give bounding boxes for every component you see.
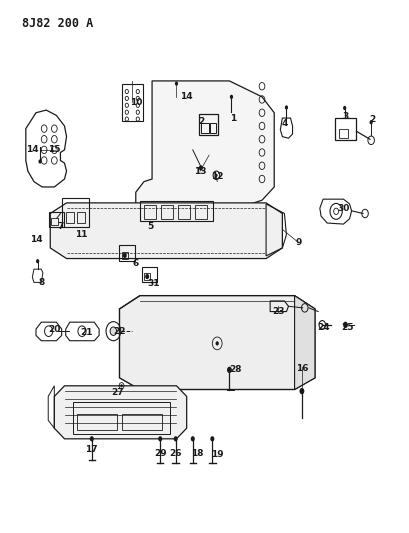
Text: 15: 15 <box>48 146 61 155</box>
Circle shape <box>110 327 116 335</box>
Circle shape <box>342 321 347 328</box>
Text: 13: 13 <box>193 166 206 175</box>
Text: 11: 11 <box>74 230 87 239</box>
Circle shape <box>190 436 194 441</box>
Circle shape <box>299 388 303 394</box>
Bar <box>72 402 170 433</box>
Text: 6: 6 <box>133 260 139 268</box>
Bar <box>142 266 157 282</box>
Text: 8J82 200 A: 8J82 200 A <box>22 17 93 30</box>
Text: 9: 9 <box>295 238 301 247</box>
Polygon shape <box>50 203 282 259</box>
Text: 8: 8 <box>39 278 45 287</box>
Text: 29: 29 <box>153 449 166 458</box>
Text: 10: 10 <box>129 98 142 107</box>
Text: 14: 14 <box>25 146 38 155</box>
Bar <box>195 205 207 219</box>
Circle shape <box>284 106 288 110</box>
Bar <box>339 129 347 138</box>
Bar <box>76 414 117 430</box>
Text: 3: 3 <box>342 112 348 121</box>
Circle shape <box>175 82 178 86</box>
Polygon shape <box>135 81 274 235</box>
Bar <box>76 213 85 223</box>
Bar <box>65 213 74 223</box>
Bar <box>161 205 173 219</box>
Polygon shape <box>119 296 314 390</box>
Text: 19: 19 <box>210 450 223 459</box>
Text: 16: 16 <box>296 364 308 373</box>
Text: 30: 30 <box>337 204 349 213</box>
Bar <box>121 84 142 120</box>
Circle shape <box>210 436 214 441</box>
Circle shape <box>229 95 233 99</box>
Text: 14: 14 <box>180 92 193 101</box>
Bar <box>51 217 57 225</box>
Text: 18: 18 <box>190 449 202 458</box>
Circle shape <box>38 159 42 164</box>
Circle shape <box>120 384 122 387</box>
Circle shape <box>215 174 217 177</box>
Polygon shape <box>294 296 314 390</box>
Circle shape <box>145 274 149 279</box>
Bar <box>198 114 218 135</box>
Bar <box>144 205 156 219</box>
Text: 21: 21 <box>81 328 93 337</box>
Circle shape <box>158 436 162 441</box>
Bar <box>144 273 150 280</box>
Circle shape <box>122 253 126 258</box>
Circle shape <box>36 259 39 263</box>
Text: 1: 1 <box>230 114 236 123</box>
Text: 5: 5 <box>146 222 153 231</box>
Text: 17: 17 <box>85 445 97 454</box>
Bar <box>119 245 135 261</box>
Text: 24: 24 <box>316 323 328 332</box>
Text: 7: 7 <box>57 222 63 231</box>
Text: 28: 28 <box>229 366 241 374</box>
Text: 26: 26 <box>169 449 181 458</box>
Bar <box>210 123 216 133</box>
Bar <box>121 252 128 259</box>
Text: 2: 2 <box>368 115 374 124</box>
Bar <box>335 118 355 140</box>
Bar <box>49 212 63 227</box>
Circle shape <box>173 436 177 441</box>
Text: 4: 4 <box>281 119 287 128</box>
Text: 25: 25 <box>340 323 353 332</box>
Bar <box>200 123 209 133</box>
Circle shape <box>342 106 346 110</box>
Bar <box>139 201 213 221</box>
Text: 20: 20 <box>48 325 61 334</box>
Circle shape <box>198 165 202 171</box>
Circle shape <box>369 120 372 124</box>
Text: 27: 27 <box>111 388 124 397</box>
Bar <box>178 205 190 219</box>
Circle shape <box>215 341 218 345</box>
Text: 12: 12 <box>211 172 223 181</box>
Circle shape <box>90 436 94 441</box>
Polygon shape <box>54 386 186 439</box>
Text: 2: 2 <box>197 117 204 126</box>
Bar <box>62 198 89 227</box>
Text: 31: 31 <box>148 279 160 288</box>
Text: 22: 22 <box>113 327 126 336</box>
Circle shape <box>227 367 231 373</box>
Bar <box>121 414 162 430</box>
Text: 14: 14 <box>29 236 42 245</box>
Text: 23: 23 <box>272 307 284 316</box>
